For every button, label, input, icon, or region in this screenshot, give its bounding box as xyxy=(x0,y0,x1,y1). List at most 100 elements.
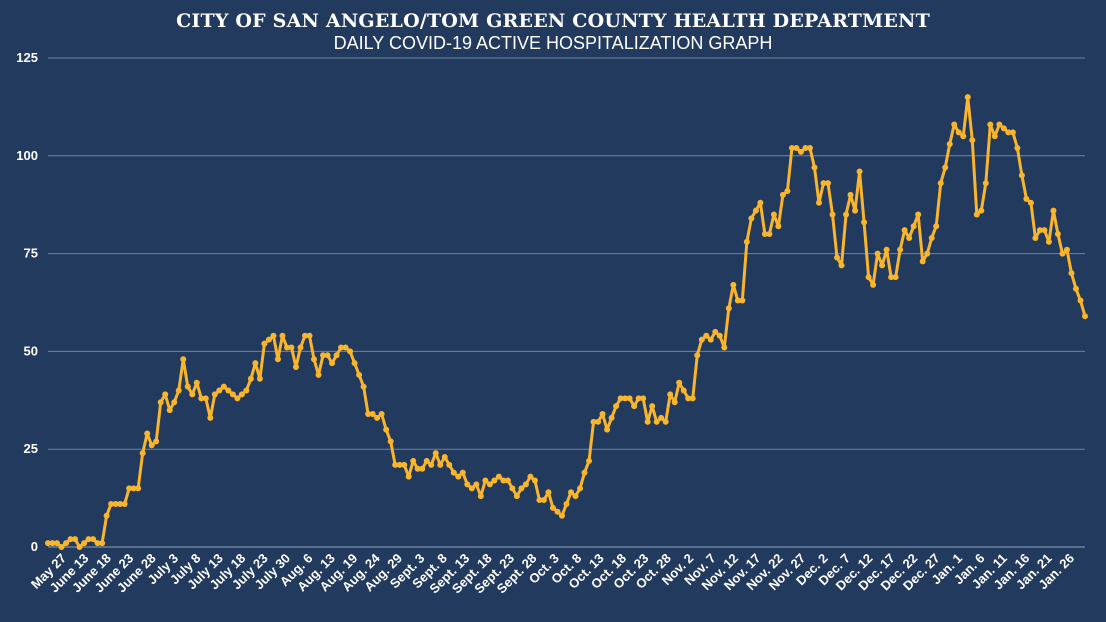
data-point xyxy=(671,399,678,406)
data-point xyxy=(117,500,124,507)
data-point xyxy=(351,360,358,367)
data-point xyxy=(1063,246,1070,253)
data-point xyxy=(175,387,182,394)
data-point xyxy=(189,391,196,398)
data-point xyxy=(806,144,813,151)
data-point xyxy=(635,395,642,402)
data-point xyxy=(491,477,498,484)
data-point xyxy=(558,512,565,519)
data-point xyxy=(81,540,88,547)
data-point xyxy=(910,223,917,230)
data-point xyxy=(234,395,241,402)
data-point xyxy=(477,493,484,500)
data-point xyxy=(865,274,872,281)
data-point xyxy=(825,180,832,187)
data-point xyxy=(1023,195,1030,202)
data-point xyxy=(446,461,453,468)
data-point xyxy=(396,461,403,468)
data-point xyxy=(955,129,962,136)
data-point xyxy=(739,297,746,304)
data-point xyxy=(58,544,65,550)
data-point xyxy=(1082,313,1088,320)
data-point xyxy=(784,188,791,195)
data-point xyxy=(320,352,327,359)
data-point xyxy=(261,340,268,347)
data-point xyxy=(1077,297,1084,304)
data-point xyxy=(572,493,579,500)
data-point xyxy=(698,336,705,343)
data-point xyxy=(933,223,940,230)
data-point xyxy=(288,344,295,351)
data-point xyxy=(1045,238,1052,245)
data-point xyxy=(788,144,795,151)
data-point xyxy=(274,356,281,363)
data-point xyxy=(297,344,304,351)
data-point xyxy=(1036,227,1043,234)
chart-title: CITY OF SAN ANGELO/TOM GREEN COUNTY HEAL… xyxy=(176,10,930,32)
data-point xyxy=(306,332,313,339)
data-point xyxy=(987,121,994,128)
data-point xyxy=(919,258,926,265)
data-point xyxy=(347,348,354,355)
data-point xyxy=(522,481,529,488)
data-point xyxy=(775,223,782,230)
data-point xyxy=(238,391,245,398)
data-point xyxy=(333,352,340,359)
data-point xyxy=(626,395,633,402)
data-point xyxy=(67,536,74,543)
data-point xyxy=(951,121,958,128)
data-point xyxy=(725,305,732,312)
data-point xyxy=(387,438,394,445)
data-point xyxy=(495,473,502,480)
data-point xyxy=(595,418,602,425)
data-point xyxy=(721,344,728,351)
data-point xyxy=(437,461,444,468)
data-point xyxy=(1032,234,1039,241)
data-point xyxy=(631,403,638,410)
data-point xyxy=(888,274,895,281)
data-point xyxy=(599,410,606,417)
data-point xyxy=(229,391,236,398)
data-point xyxy=(265,336,272,343)
data-point xyxy=(590,418,597,425)
data-point xyxy=(90,536,97,543)
data-point xyxy=(432,450,439,457)
data-point xyxy=(779,191,786,198)
data-point xyxy=(1027,199,1034,206)
data-point xyxy=(982,180,989,187)
data-point xyxy=(892,274,899,281)
data-point xyxy=(45,540,51,547)
data-point xyxy=(112,500,119,507)
data-point xyxy=(148,442,155,449)
data-point xyxy=(270,332,277,339)
data-point xyxy=(108,500,115,507)
data-point xyxy=(139,450,146,457)
y-tick-label: 125 xyxy=(16,50,38,65)
data-point xyxy=(135,485,142,492)
data-point xyxy=(374,414,381,421)
data-point xyxy=(730,281,737,288)
data-point xyxy=(193,379,200,386)
data-point xyxy=(473,481,480,488)
data-point xyxy=(468,485,475,492)
data-point xyxy=(54,540,61,547)
data-point xyxy=(1009,129,1016,136)
data-point xyxy=(874,250,881,257)
data-point xyxy=(450,469,457,476)
data-point xyxy=(847,191,854,198)
data-point xyxy=(964,94,971,101)
y-tick-label: 75 xyxy=(24,246,38,261)
data-point xyxy=(820,180,827,187)
data-point xyxy=(378,410,385,417)
data-point xyxy=(829,211,836,218)
data-point xyxy=(216,387,223,394)
data-point xyxy=(915,211,922,218)
data-point xyxy=(653,418,660,425)
data-point xyxy=(513,493,520,500)
data-point xyxy=(531,477,538,484)
data-point xyxy=(220,383,227,390)
data-point xyxy=(928,234,935,241)
data-point xyxy=(545,489,552,496)
